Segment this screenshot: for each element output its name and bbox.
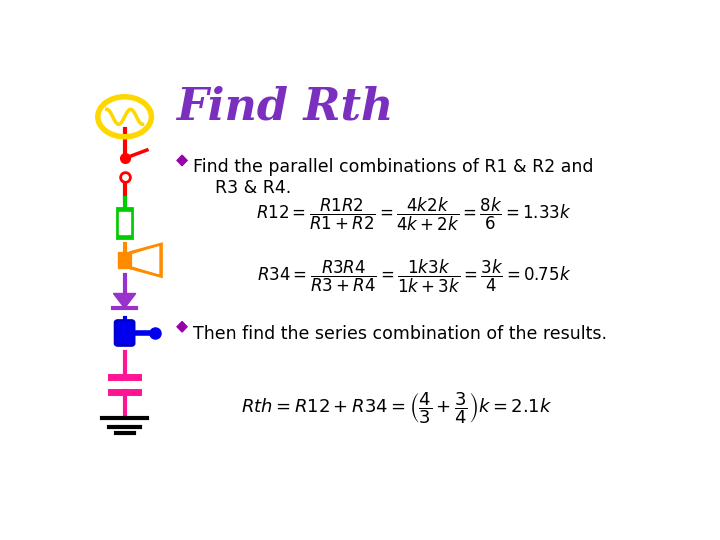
Text: Then find the series combination of the results.: Then find the series combination of the … [193,325,607,343]
FancyBboxPatch shape [119,252,131,268]
Text: $Rth = R12 + R34 = \left(\dfrac{4}{3}+\dfrac{3}{4}\right)k = 2.1k$: $Rth = R12 + R34 = \left(\dfrac{4}{3}+\d… [241,390,552,426]
Text: $R12 = \dfrac{R1R2}{R1+R2} = \dfrac{4k2k}{4k+2k} = \dfrac{8k}{6} = 1.33k$: $R12 = \dfrac{R1R2}{R1+R2} = \dfrac{4k2k… [256,196,572,233]
Polygon shape [114,294,136,308]
FancyBboxPatch shape [119,212,130,234]
Polygon shape [132,246,158,274]
Polygon shape [131,244,161,276]
FancyBboxPatch shape [115,321,134,346]
Text: $R34 = \dfrac{R3R4}{R3+R4} = \dfrac{1k3k}{1k+3k} = \dfrac{3k}{4} = 0.75k$: $R34 = \dfrac{R3R4}{R3+R4} = \dfrac{1k3k… [256,258,571,295]
Polygon shape [177,321,187,332]
Text: Find the parallel combinations of R1 & R2 and
    R3 & R4.: Find the parallel combinations of R1 & R… [193,158,594,197]
FancyBboxPatch shape [117,208,132,238]
Text: Find Rth: Find Rth [176,85,394,129]
Polygon shape [177,155,187,166]
